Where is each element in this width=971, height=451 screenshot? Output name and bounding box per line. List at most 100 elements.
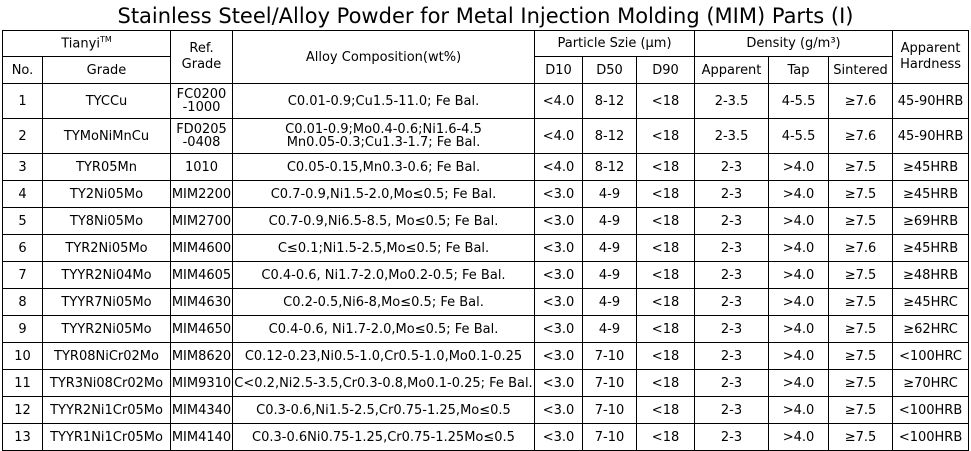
row-ref-grade: 1010 (170, 153, 233, 181)
row-grade: TY8Ni05Mo (42, 207, 171, 235)
row-sintered-density: ≥7.6 (828, 83, 894, 119)
row-ref-grade: FD0205 -0408 (170, 118, 233, 154)
row-d10: <4.0 (534, 153, 583, 181)
row-composition: C0.01-0.9;Cu1.5-11.0; Fe Bal. (232, 83, 535, 119)
row-ref-grade: MIM2700 (170, 207, 233, 235)
density-header: Density (g/m³) (694, 30, 894, 57)
grade-header: Grade (42, 56, 171, 84)
row-grade: TYCCu (42, 83, 171, 119)
row-d10: <3.0 (534, 261, 583, 289)
row-hardness: 45-90HRB (892, 118, 970, 154)
row-sintered-density: ≥7.6 (828, 118, 894, 154)
row-tap-density: >4.0 (768, 207, 830, 235)
row-tap-density: >4.0 (768, 369, 830, 397)
row-sintered-density: ≥7.5 (828, 207, 894, 235)
row-ref-grade: FC0200 -1000 (170, 83, 233, 119)
row-composition: C0.3-0.6Ni0.75-1.25,Cr0.75-1.25Mo≤0.5 (232, 423, 535, 451)
row-hardness: ≥69HRB (892, 207, 970, 235)
row-ref-grade-line: MIM4630 (171, 294, 232, 310)
row-grade: TYR08NiCr02Mo (42, 342, 171, 370)
row-composition-line: C0.2-0.5,Ni6-8,Mo≤0.5; Fe Bal. (283, 294, 484, 310)
row-composition: C0.4-0.6, Ni1.7-2.0,Mo≤0.5; Fe Bal. (232, 315, 535, 343)
row-sintered-density: ≥7.5 (828, 396, 894, 424)
row-composition: C≤0.1;Ni1.5-2.5,Mo≤0.5; Fe Bal. (232, 234, 535, 262)
row-sintered-density: ≥7.5 (828, 153, 894, 181)
row-tap-density: >4.0 (768, 234, 830, 262)
row-apparent-density: 2-3 (694, 342, 770, 370)
row-no: 6 (2, 234, 43, 262)
row-composition-line: C≤0.1;Ni1.5-2.5,Mo≤0.5; Fe Bal. (277, 240, 490, 256)
row-d50: 7-10 (582, 423, 637, 451)
row-d50: 8-12 (582, 118, 637, 154)
row-composition-line: Mn0.05-0.3;Cu1.3-1.7; Fe Bal. (286, 135, 481, 150)
row-hardness: ≥45HRC (892, 288, 970, 316)
row-no: 12 (2, 396, 43, 424)
row-apparent-density: 2-3.5 (694, 118, 770, 154)
row-ref-grade-line: 1010 (184, 159, 219, 175)
row-apparent-density: 2-3 (694, 288, 770, 316)
row-d50: 7-10 (582, 396, 637, 424)
row-tap-density: >4.0 (768, 342, 830, 370)
row-d90: <18 (635, 342, 696, 370)
row-composition-line: C0.7-0.9,Ni1.5-2.0,Mo≤0.5; Fe Bal. (270, 186, 497, 202)
row-d10: <3.0 (534, 369, 583, 397)
row-composition-line: C0.3-0.6Ni0.75-1.25,Cr0.75-1.25Mo≤0.5 (252, 429, 515, 445)
d10-header: D10 (534, 56, 583, 84)
row-composition: C<0.2,Ni2.5-3.5,Cr0.3-0.8,Mo0.1-0.25; Fe… (232, 369, 535, 397)
row-composition: C0.7-0.9,Ni6.5-8.5, Mo≤0.5; Fe Bal. (232, 207, 535, 235)
row-sintered-density: ≥7.5 (828, 180, 894, 208)
row-d50: 7-10 (582, 342, 637, 370)
row-composition: C0.4-0.6, Ni1.7-2.0,Mo0.2-0.5; Fe Bal. (232, 261, 535, 289)
table-row: 9 TYYR2Ni05Mo MIM4650 C0.4-0.6, Ni1.7-2.0,M… (2, 315, 970, 343)
row-no: 9 (2, 315, 43, 343)
row-tap-density: 4-5.5 (768, 83, 830, 119)
row-sintered-density: ≥7.5 (828, 315, 894, 343)
row-composition: C0.05-0.15,Mn0.3-0.6; Fe Bal. (232, 153, 535, 181)
row-composition-line: C0.7-0.9,Ni6.5-8.5, Mo≤0.5; Fe Bal. (268, 213, 499, 229)
table-row: 11 TYR3Ni08Cr02Mo MIM9310 C<0.2,Ni2.5-3.5,C… (2, 369, 970, 397)
row-composition-line: C0.4-0.6, Ni1.7-2.0,Mo≤0.5; Fe Bal. (268, 321, 499, 337)
page: Stainless Steel/Alloy Powder for Metal I… (2, 4, 970, 451)
row-d50: 8-12 (582, 153, 637, 181)
d50-header: D50 (582, 56, 637, 84)
row-d10: <3.0 (534, 207, 583, 235)
row-no: 1 (2, 83, 43, 119)
row-ref-grade: MIM4600 (170, 234, 233, 262)
row-d90: <18 (635, 261, 696, 289)
tap-header: Tap (768, 56, 830, 84)
d90-header: D90 (635, 56, 696, 84)
hardness-header: Apparent Hardness (892, 30, 970, 84)
row-ref-grade-line: MIM2700 (171, 213, 232, 229)
row-sintered-density: ≥7.5 (828, 261, 894, 289)
row-ref-grade: MIM4630 (170, 288, 233, 316)
row-hardness: ≥62HRC (892, 315, 970, 343)
row-hardness: ≥45HRB (892, 234, 970, 262)
row-tap-density: >4.0 (768, 423, 830, 451)
row-d90: <18 (635, 207, 696, 235)
row-ref-grade: MIM2200 (170, 180, 233, 208)
row-tap-density: >4.0 (768, 261, 830, 289)
row-no: 2 (2, 118, 43, 154)
table-row: 8 TYYR7Ni05Mo MIM4630 C0.2-0.5,Ni6-8,Mo≤0.5… (2, 288, 970, 316)
row-hardness: 45-90HRB (892, 83, 970, 119)
table-row: 6 TYR2Ni05Mo MIM4600 C≤0.1;Ni1.5-2.5,Mo≤0.5… (2, 234, 970, 262)
row-no: 8 (2, 288, 43, 316)
row-ref-grade: MIM4605 (170, 261, 233, 289)
row-d10: <3.0 (534, 180, 583, 208)
row-ref-grade-line: MIM4605 (171, 267, 232, 283)
brand-header: TianyiTM (2, 30, 171, 57)
row-no: 11 (2, 369, 43, 397)
row-composition-line: C0.4-0.6, Ni1.7-2.0,Mo0.2-0.5; Fe Bal. (261, 267, 506, 283)
row-d10: <3.0 (534, 288, 583, 316)
row-ref-grade: MIM9310 (170, 369, 233, 397)
row-d50: 4-9 (582, 234, 637, 262)
row-grade: TYR2Ni05Mo (42, 234, 171, 262)
row-composition: C0.2-0.5,Ni6-8,Mo≤0.5; Fe Bal. (232, 288, 535, 316)
row-d10: <3.0 (534, 396, 583, 424)
row-ref-grade-line: MIM2200 (171, 186, 232, 202)
row-ref-grade-line: FC0200 (176, 87, 227, 102)
row-grade: TYYR2Ni04Mo (42, 261, 171, 289)
row-d50: 4-9 (582, 261, 637, 289)
page-title: Stainless Steel/Alloy Powder for Metal I… (117, 4, 854, 28)
row-sintered-density: ≥7.5 (828, 342, 894, 370)
